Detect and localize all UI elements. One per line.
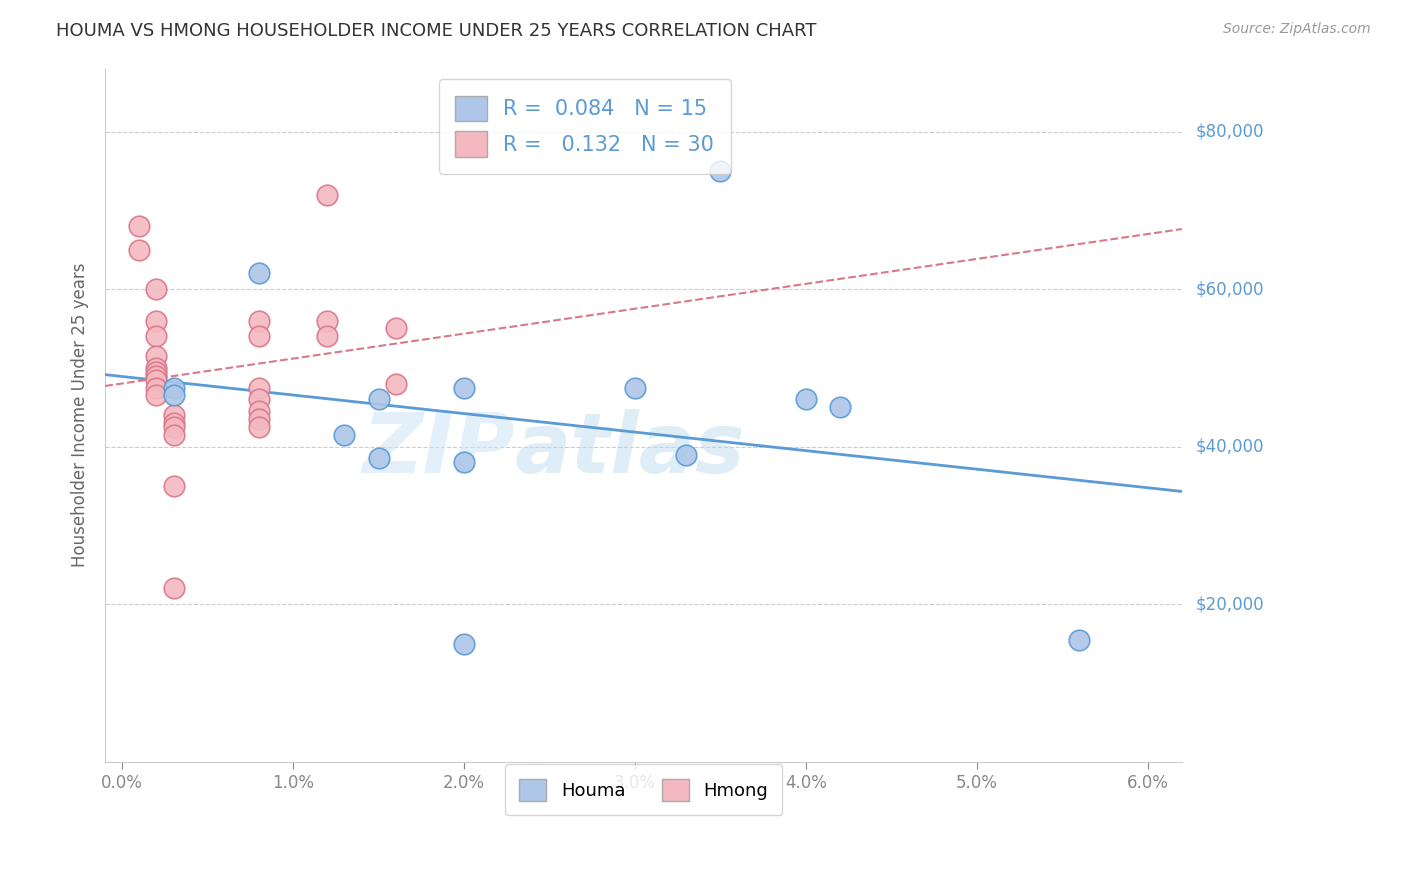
Legend: Houma, Hmong: Houma, Hmong [505, 764, 782, 815]
Point [675, 448, 697, 462]
Point [145, 313, 167, 327]
Point [794, 392, 817, 407]
Point [333, 427, 356, 442]
Point [145, 360, 167, 375]
Point [453, 380, 475, 394]
Point [247, 329, 270, 343]
Point [316, 187, 339, 202]
Point [162, 388, 184, 402]
Text: HOUMA VS HMONG HOUSEHOLDER INCOME UNDER 25 YEARS CORRELATION CHART: HOUMA VS HMONG HOUSEHOLDER INCOME UNDER … [56, 22, 817, 40]
Point [162, 582, 184, 596]
Y-axis label: Householder Income Under 25 years: Householder Income Under 25 years [72, 263, 89, 567]
Text: ZIP: ZIP [361, 409, 515, 491]
Point [367, 451, 389, 466]
Point [145, 368, 167, 383]
Text: atlas: atlas [515, 409, 745, 491]
Point [1069, 632, 1091, 647]
Point [247, 420, 270, 434]
Point [247, 404, 270, 418]
Point [453, 455, 475, 469]
Text: $80,000: $80,000 [1197, 122, 1264, 141]
Point [128, 243, 150, 257]
Point [145, 373, 167, 387]
Text: $40,000: $40,000 [1197, 438, 1264, 456]
Point [145, 380, 167, 394]
Point [145, 365, 167, 379]
Point [247, 380, 270, 394]
Point [316, 329, 339, 343]
Point [709, 164, 731, 178]
Point [384, 321, 406, 335]
Point [384, 376, 406, 391]
Point [624, 380, 647, 394]
Point [247, 412, 270, 426]
Text: $20,000: $20,000 [1197, 595, 1264, 613]
Point [247, 392, 270, 407]
Point [453, 637, 475, 651]
Point [162, 380, 184, 394]
Point [145, 282, 167, 296]
Point [162, 479, 184, 493]
Point [145, 388, 167, 402]
Text: $60,000: $60,000 [1197, 280, 1264, 298]
Point [162, 416, 184, 430]
Point [247, 266, 270, 280]
Point [316, 313, 339, 327]
Point [830, 401, 852, 415]
Point [128, 219, 150, 233]
Point [162, 420, 184, 434]
Point [247, 313, 270, 327]
Point [145, 329, 167, 343]
Point [162, 427, 184, 442]
Text: Source: ZipAtlas.com: Source: ZipAtlas.com [1223, 22, 1371, 37]
Point [145, 349, 167, 363]
Point [367, 392, 389, 407]
Point [162, 408, 184, 422]
